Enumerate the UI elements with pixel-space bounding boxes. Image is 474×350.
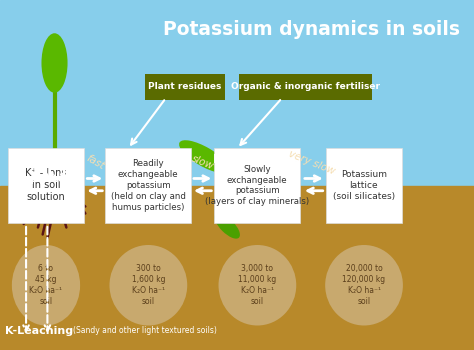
Text: K-Uptake: K-Uptake <box>9 174 66 183</box>
Text: 3,000 to
11,000 kg
K₂O ha⁻¹
soil: 3,000 to 11,000 kg K₂O ha⁻¹ soil <box>238 264 276 306</box>
Ellipse shape <box>12 245 80 326</box>
Ellipse shape <box>214 213 240 239</box>
Text: 6 to
45 kg
K₂O ha⁻¹
soil: 6 to 45 kg K₂O ha⁻¹ soil <box>29 264 63 306</box>
Ellipse shape <box>19 178 81 199</box>
Text: Readily
exchangeable
potassium
(held on clay and
humus particles): Readily exchangeable potassium (held on … <box>111 160 185 211</box>
Ellipse shape <box>109 245 187 326</box>
FancyBboxPatch shape <box>326 148 402 223</box>
Text: K-Leaching: K-Leaching <box>5 326 73 336</box>
Ellipse shape <box>325 245 403 326</box>
Text: K⁺ - Ions
in soil
solution: K⁺ - Ions in soil solution <box>26 168 67 203</box>
Text: Slowly
exchangeable
potassium
(layers of clay minerals): Slowly exchangeable potassium (layers of… <box>205 165 309 206</box>
Text: Organic & inorganic fertiliser: Organic & inorganic fertiliser <box>231 82 380 91</box>
Text: 300 to
1,600 kg
K₂O ha⁻¹
soil: 300 to 1,600 kg K₂O ha⁻¹ soil <box>132 264 165 306</box>
FancyBboxPatch shape <box>214 148 300 223</box>
FancyBboxPatch shape <box>105 148 191 223</box>
Bar <box>0 0 474 186</box>
Ellipse shape <box>219 245 296 326</box>
Text: (Sandy and other light textured soils): (Sandy and other light textured soils) <box>73 326 218 335</box>
Text: K⁺: K⁺ <box>109 153 124 166</box>
Text: Potassium dynamics in soils: Potassium dynamics in soils <box>163 20 460 39</box>
Text: K⁺: K⁺ <box>213 153 228 166</box>
Text: Potassium
lattice
(soil silicates): Potassium lattice (soil silicates) <box>333 170 395 201</box>
Text: fast: fast <box>84 154 106 172</box>
FancyBboxPatch shape <box>239 74 372 100</box>
Text: Plant residues: Plant residues <box>148 82 221 91</box>
FancyBboxPatch shape <box>145 74 225 100</box>
Ellipse shape <box>42 33 68 93</box>
Bar <box>0 186 474 350</box>
FancyBboxPatch shape <box>8 148 84 223</box>
Text: 20,000 to
120,000 kg
K₂O ha⁻¹
soil: 20,000 to 120,000 kg K₂O ha⁻¹ soil <box>343 264 385 306</box>
Text: very slow: very slow <box>287 149 337 177</box>
Text: slow: slow <box>190 154 216 172</box>
Ellipse shape <box>179 140 229 173</box>
